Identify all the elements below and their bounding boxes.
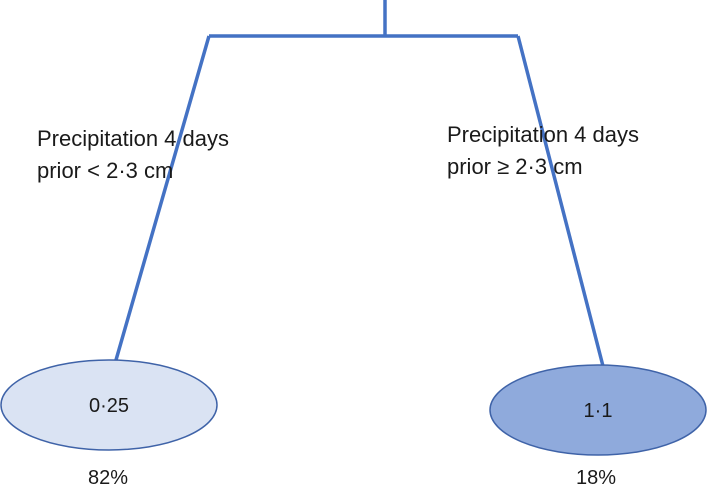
right-condition-line2: prior ≥ 2·3 cm bbox=[447, 154, 583, 179]
left-leaf-percent: 82% bbox=[88, 467, 128, 489]
left-leaf-value: 0·25 bbox=[89, 395, 129, 417]
right-branch bbox=[516, 35, 606, 371]
right-condition-label: Precipitation 4 days prior ≥ 2·3 cm bbox=[447, 122, 645, 179]
left-condition-line2: prior < 2·3 cm bbox=[37, 158, 173, 183]
left-branch bbox=[114, 35, 211, 361]
right-condition-line1: Precipitation 4 days bbox=[447, 122, 639, 147]
left-condition-line1: Precipitation 4 days bbox=[37, 126, 229, 151]
left-leaf-node bbox=[0, 359, 218, 451]
right-leaf-percent: 18% bbox=[576, 467, 616, 489]
left-condition-label: Precipitation 4 days prior < 2·3 cm bbox=[37, 126, 235, 183]
right-leaf-node bbox=[489, 364, 707, 456]
right-leaf-value: 1·1 bbox=[584, 400, 613, 422]
